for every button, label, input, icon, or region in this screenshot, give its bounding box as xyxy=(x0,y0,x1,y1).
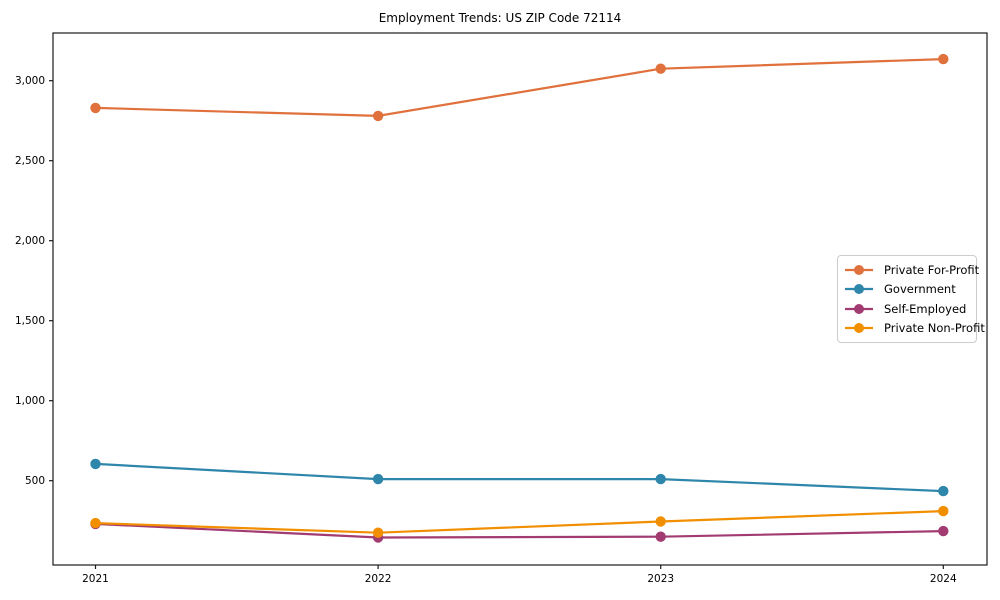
data-point xyxy=(655,63,666,74)
y-tick-label: 1,500 xyxy=(15,315,45,327)
data-point xyxy=(938,485,949,497)
y-tick-label: 3,000 xyxy=(15,75,45,87)
y-tick-label: 500 xyxy=(25,475,45,487)
legend-label: Self-Employed xyxy=(884,301,967,316)
data-point xyxy=(655,473,666,485)
series-line-3 xyxy=(94,510,945,534)
legend-entry: Private For-Profit xyxy=(844,260,980,280)
data-point xyxy=(90,458,101,470)
x-tick-label: 2024 xyxy=(930,573,957,585)
data-point xyxy=(372,473,384,485)
chart-title: Employment Trends: US ZIP Code 72114 xyxy=(378,11,622,25)
legend-swatch xyxy=(845,264,873,275)
legend-swatch xyxy=(845,323,873,334)
data-point xyxy=(938,525,949,537)
legend-marker xyxy=(854,264,864,275)
data-point xyxy=(938,505,949,517)
x-tick-label: 2021 xyxy=(82,573,109,585)
data-point xyxy=(372,110,384,122)
data-point xyxy=(655,516,666,527)
data-point xyxy=(372,527,384,538)
legend-label: Government xyxy=(884,282,956,297)
legend-entry: Private Non-Profit xyxy=(844,319,985,339)
axes-border xyxy=(52,32,988,566)
legend-swatch xyxy=(845,303,873,314)
x-tick-label: 2022 xyxy=(365,573,392,585)
data-point xyxy=(655,531,666,542)
series-line-1 xyxy=(94,462,945,493)
y-tick-label: 2,000 xyxy=(15,235,45,247)
series-line-0 xyxy=(94,57,945,118)
data-point xyxy=(938,53,949,65)
data-point xyxy=(90,517,101,529)
legend: Private For-Profit Government Self-Employe… xyxy=(837,255,985,343)
legend-swatch xyxy=(845,284,873,295)
y-tick-label: 2,500 xyxy=(15,155,45,167)
series-line-2 xyxy=(94,522,945,539)
legend-entry: Self-Employed xyxy=(844,299,976,319)
legend-entry: Government xyxy=(844,280,976,300)
y-tick-label: 1,000 xyxy=(15,395,45,407)
legend-marker xyxy=(854,303,864,314)
x-tick-label: 2023 xyxy=(647,573,674,585)
data-point xyxy=(90,102,101,114)
legend-label: Private Non-Profit xyxy=(884,321,985,336)
legend-marker xyxy=(854,284,864,295)
legend-label: Private For-Profit xyxy=(884,262,980,277)
legend-marker xyxy=(854,323,864,334)
